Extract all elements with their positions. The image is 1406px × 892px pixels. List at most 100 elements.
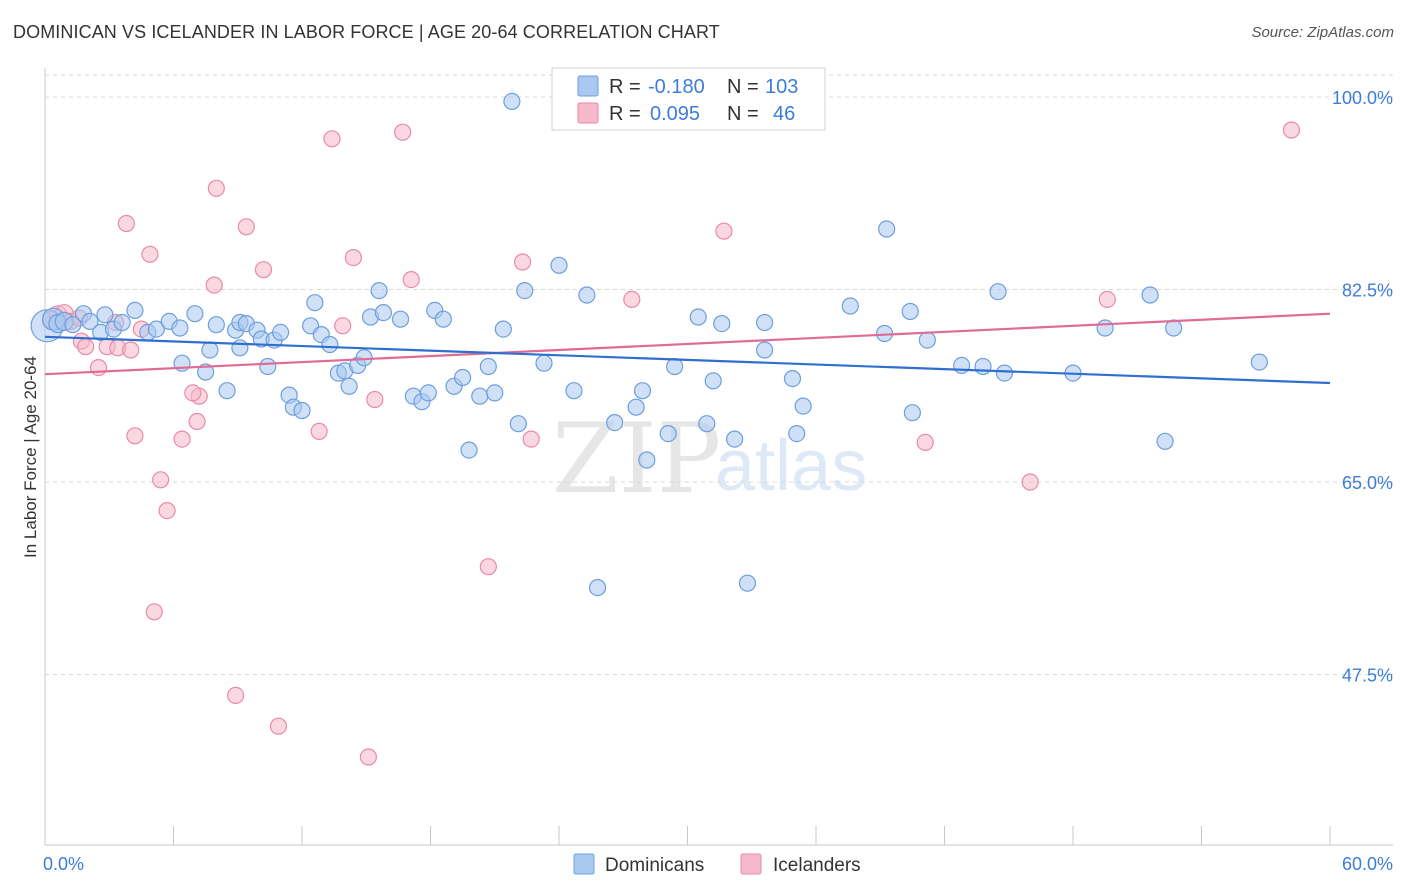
dominican-point [171, 319, 189, 337]
dominican-point [666, 357, 684, 376]
dominican-point [659, 425, 677, 443]
dominican-point [126, 301, 144, 319]
icelander-point [205, 276, 223, 294]
icelander-point [207, 179, 225, 197]
dominican-point [81, 312, 99, 330]
dominican-point [918, 331, 936, 349]
dominican-point [755, 313, 774, 332]
legend-n-label-dominicans: N = [727, 76, 759, 98]
bottom-legend-swatch-icelanders [740, 853, 762, 875]
icelander-point [310, 422, 328, 440]
dominican-point [434, 310, 452, 328]
dominican-point [186, 305, 204, 323]
y-tick-labels: 100.0% 82.5% 65.0% 47.5% [1332, 88, 1393, 686]
dominican-point [197, 363, 215, 381]
dominican-point [633, 382, 652, 400]
bottom-legend-swatch-dominicans [573, 853, 595, 875]
dominican-point [516, 282, 534, 300]
dominican-point [479, 357, 497, 376]
dominican-point [231, 339, 249, 357]
icelander-point [122, 341, 140, 359]
chart-title: DOMINICAN VS ICELANDER IN LABOR FORCE | … [13, 22, 720, 42]
dominican-point [738, 574, 757, 592]
dominican-point [578, 286, 596, 304]
legend-r-label-icelanders: R = [609, 103, 641, 125]
dominican-point [704, 372, 722, 390]
dominican-point [454, 368, 472, 387]
dominican-point [340, 377, 358, 395]
dominican-point [974, 357, 992, 376]
icelander-point [1282, 121, 1301, 139]
dominican-point [989, 283, 1007, 301]
dominican-point [259, 357, 277, 376]
dominican-point [460, 441, 478, 459]
dominican-point [271, 323, 290, 341]
icelander-point [158, 502, 176, 520]
icelander-point [513, 253, 532, 271]
dominican-point [374, 304, 392, 322]
icelander-point [126, 427, 144, 445]
dominican-point [550, 256, 568, 274]
axes [44, 68, 1393, 846]
icelander-point [141, 245, 159, 263]
icelander-point [334, 317, 352, 335]
dominican-point [713, 315, 731, 333]
dominican-point [355, 349, 373, 367]
icelander-point [254, 261, 273, 279]
x-tick-labels: 0.0% 60.0% [43, 854, 1393, 874]
y-tick-label: 100.0% [1332, 88, 1393, 108]
icelander-point [366, 390, 384, 409]
x-tick-label: 0.0% [43, 854, 84, 874]
icelander-point [344, 249, 362, 267]
legend-r-value-icelanders: 0.095 [650, 103, 700, 125]
legend-r-value-dominicans: -0.180 [648, 76, 705, 98]
dominican-point [471, 387, 489, 405]
icelander-point [479, 558, 497, 576]
dominican-point [509, 415, 527, 433]
dominican-point [588, 578, 607, 597]
icelander-point [173, 430, 191, 448]
dominican-point [901, 302, 919, 321]
dominican-point [1250, 353, 1268, 371]
dominican-point [207, 316, 225, 334]
dominican-point [391, 310, 410, 328]
dominicans-points [30, 92, 1268, 597]
watermark-zip: ZIP [552, 403, 721, 515]
icelander-point [89, 359, 108, 377]
icelander-point [522, 430, 540, 448]
dominican-point [783, 370, 802, 388]
dominican-point [794, 397, 812, 415]
trend-lines [44, 312, 1331, 385]
icelander-point [916, 433, 934, 451]
icelander-point [402, 271, 420, 289]
dominican-point [878, 220, 896, 238]
icelander-point [323, 130, 341, 148]
icelander-point [623, 290, 641, 308]
y-tick-label: 65.0% [1342, 473, 1393, 493]
icelander-point [184, 384, 202, 402]
chart-source: Source: ZipAtlas.com [1251, 24, 1394, 41]
dominican-point [698, 415, 716, 433]
dominican-point [841, 297, 859, 315]
dominican-point [96, 306, 114, 324]
icelander-point [359, 748, 377, 766]
dominican-point [293, 401, 311, 420]
legend-r-label-dominicans: R = [609, 76, 641, 98]
dominican-point [201, 341, 219, 359]
icelander-point [269, 717, 288, 735]
icelander-point [77, 338, 95, 356]
dominican-point [755, 341, 774, 359]
dominicans-trend-line [44, 335, 1331, 385]
icelander-point [145, 603, 163, 621]
dominican-point [486, 384, 504, 402]
dominican-point [565, 382, 583, 400]
dominican-point [689, 308, 707, 326]
legend-n-value-icelanders: 46 [773, 103, 795, 125]
dominican-point [503, 92, 521, 111]
icelander-point [227, 686, 245, 705]
legend-n-label-icelanders: N = [727, 103, 759, 125]
icelander-point [715, 222, 733, 240]
dominican-point [903, 404, 921, 422]
y-axis-title: In Labor Force | Age 20-64 [21, 356, 40, 558]
dominican-point [494, 320, 512, 338]
